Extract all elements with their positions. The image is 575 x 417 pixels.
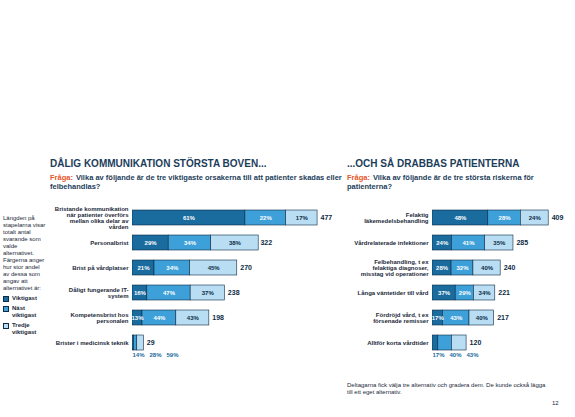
svg-text:41%: 41% xyxy=(463,240,476,246)
svg-text:Dåligt fungerande IT-system: Dåligt fungerande IT-system xyxy=(69,287,129,299)
svg-text:47%: 47% xyxy=(163,290,176,296)
svg-text:29: 29 xyxy=(147,339,155,346)
svg-text:59%: 59% xyxy=(167,352,180,358)
svg-text:Kompetensbrist hospersonalen: Kompetensbrist hospersonalen xyxy=(70,312,129,324)
svg-text:40%: 40% xyxy=(450,352,463,358)
svg-text:240: 240 xyxy=(504,264,516,271)
svg-text:322: 322 xyxy=(260,239,272,246)
svg-text:29%: 29% xyxy=(145,240,158,246)
svg-text:61%: 61% xyxy=(183,215,196,221)
svg-text:34%: 34% xyxy=(184,240,197,246)
svg-text:24%: 24% xyxy=(436,240,449,246)
svg-text:40%: 40% xyxy=(481,265,494,271)
svg-text:Alltför korta vårdtider: Alltför korta vårdtider xyxy=(367,340,429,346)
svg-text:120: 120 xyxy=(470,339,482,346)
html-text:Viktigast: Viktigast xyxy=(12,295,37,301)
svg-text:Bristande kommunikationnär pat: Bristande kommunikationnär patienter öve… xyxy=(55,206,129,230)
svg-text:Långa väntetider till vård: Långa väntetider till vård xyxy=(357,290,428,296)
svg-text:43%: 43% xyxy=(187,315,200,321)
svg-text:14%: 14% xyxy=(133,352,146,358)
svg-text:28%: 28% xyxy=(436,265,449,271)
svg-text:Brist på vårdplatser: Brist på vårdplatser xyxy=(72,265,129,271)
svg-text:270: 270 xyxy=(240,264,252,271)
svg-text:13%: 13% xyxy=(131,315,144,321)
svg-text:32%: 32% xyxy=(456,265,469,271)
html-text:DÅLIG KOMMUNIKATION STÖRSTA BO: DÅLIG KOMMUNIKATION STÖRSTA BOVEN... xyxy=(50,158,267,169)
html-text:Tredje viktigast: Tredje viktigast xyxy=(12,322,37,335)
svg-text:45%: 45% xyxy=(208,265,221,271)
svg-text:Vårdrelaterade infektioner: Vårdrelaterade infektioner xyxy=(354,240,429,246)
svg-text:34%: 34% xyxy=(479,290,492,296)
html-text:Näst viktigast: Näst viktigast xyxy=(12,305,37,318)
svg-text:217: 217 xyxy=(497,314,509,321)
svg-text:35%: 35% xyxy=(493,240,506,246)
svg-text:24%: 24% xyxy=(529,215,542,221)
svg-text:40%: 40% xyxy=(476,315,489,321)
svg-text:37%: 37% xyxy=(202,290,215,296)
svg-text:Brister i medicinsk teknik: Brister i medicinsk teknik xyxy=(56,340,129,346)
html-text:Fråga: Vilka av följande är de: Fråga: Vilka av följande är de tre vikti… xyxy=(50,173,342,191)
svg-text:38%: 38% xyxy=(229,240,242,246)
svg-text:17%: 17% xyxy=(432,315,445,321)
svg-text:Felaktigläkemedelsbehandling: Felaktigläkemedelsbehandling xyxy=(364,212,429,224)
html-text:12: 12 xyxy=(552,400,559,406)
svg-text:43%: 43% xyxy=(450,315,463,321)
svg-text:238: 238 xyxy=(228,289,240,296)
svg-text:28%: 28% xyxy=(150,352,163,358)
svg-text:48%: 48% xyxy=(454,215,467,221)
svg-text:17%: 17% xyxy=(296,215,309,221)
svg-text:44%: 44% xyxy=(153,315,166,321)
svg-text:477: 477 xyxy=(321,214,333,221)
svg-text:198: 198 xyxy=(212,314,224,321)
html-text:Längden på stapelarna visar to: Längden på stapelarna visar totalt antal… xyxy=(3,215,46,291)
svg-text:37%: 37% xyxy=(438,290,451,296)
svg-text:409: 409 xyxy=(552,214,564,221)
svg-text:285: 285 xyxy=(516,239,528,246)
html-text:...OCH SÅ DRABBAS PATIENTERNA: ...OCH SÅ DRABBAS PATIENTERNA xyxy=(347,158,520,169)
svg-text:21%: 21% xyxy=(137,265,150,271)
svg-text:17%: 17% xyxy=(433,352,446,358)
svg-text:221: 221 xyxy=(498,289,510,296)
svg-text:43%: 43% xyxy=(467,352,480,358)
svg-text:Felbehandling, t exfelaktiga d: Felbehandling, t exfelaktiga diagnoser,m… xyxy=(361,259,429,277)
svg-text:28%: 28% xyxy=(499,215,512,221)
svg-text:34%: 34% xyxy=(166,265,179,271)
svg-text:Fördröjd vård, t exförsenade r: Fördröjd vård, t exförsenade remisser xyxy=(373,312,429,324)
svg-text:Personalbrist: Personalbrist xyxy=(90,240,128,246)
svg-text:29%: 29% xyxy=(459,290,472,296)
svg-text:16%: 16% xyxy=(134,290,147,296)
html-text:Fråga: Vilka av följande är de: Fråga: Vilka av följande är de tre störs… xyxy=(347,173,534,191)
html-text:Deltagarna fick välja tre alte: Deltagarna fick välja tre alternativ och… xyxy=(347,382,546,395)
svg-text:22%: 22% xyxy=(260,215,273,221)
